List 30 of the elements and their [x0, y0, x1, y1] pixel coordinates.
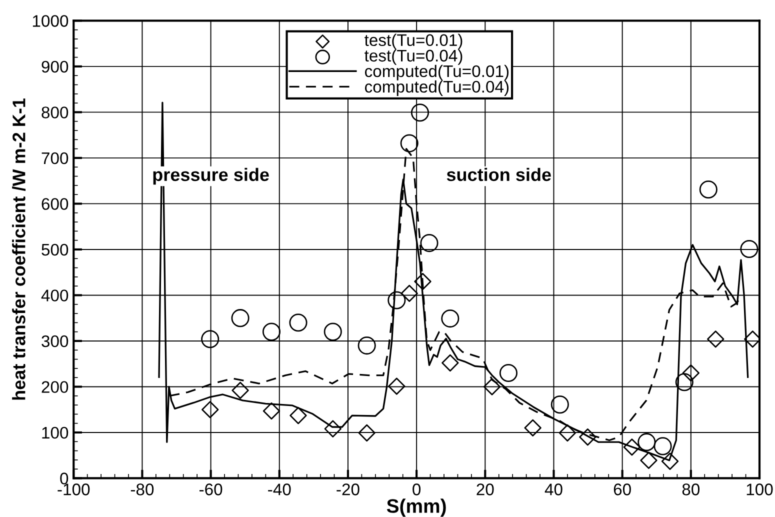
x-tick-label: -80	[130, 484, 154, 496]
x-tick-label: 0	[412, 484, 421, 496]
legend-label: computed(Tu=0.04)	[364, 80, 509, 96]
x-axis-title: S(mm)	[386, 498, 446, 517]
legend-label: test(Tu=0.01)	[364, 34, 462, 50]
x-tick-label: -20	[336, 484, 360, 496]
legend-label: test(Tu=0.04)	[364, 49, 462, 65]
x-tick-label: 20	[476, 484, 494, 496]
y-tick-label: 200	[42, 381, 68, 393]
y-tick-label: 500	[42, 244, 68, 256]
y-tick-label: 900	[42, 60, 68, 73]
y-tick-label: 600	[42, 198, 68, 210]
y-axis-title: heat transfer coefficient /W m-2 K-1	[12, 98, 26, 400]
annotation: pressure side	[153, 168, 269, 185]
y-tick-label: 0	[60, 472, 68, 484]
y-tick-label: 100	[42, 426, 68, 439]
x-tick-label: 80	[682, 484, 700, 496]
y-tick-label: 1000	[32, 15, 68, 27]
x-tick-label: -40	[268, 484, 291, 496]
legend-label: computed(Tu=0.01)	[364, 64, 509, 80]
x-tick-label: 100	[746, 484, 773, 496]
y-tick-label: 400	[41, 290, 68, 302]
x-tick-label: -100	[58, 484, 90, 496]
y-tick-label: 300	[42, 335, 68, 348]
annotation: suction side	[446, 168, 551, 182]
x-tick-label: -60	[199, 484, 222, 496]
x-tick-label: 60	[614, 484, 631, 496]
x-tick-label: 40	[544, 484, 562, 496]
y-tick-label: 700	[42, 152, 68, 164]
y-tick-label: 800	[42, 106, 68, 118]
